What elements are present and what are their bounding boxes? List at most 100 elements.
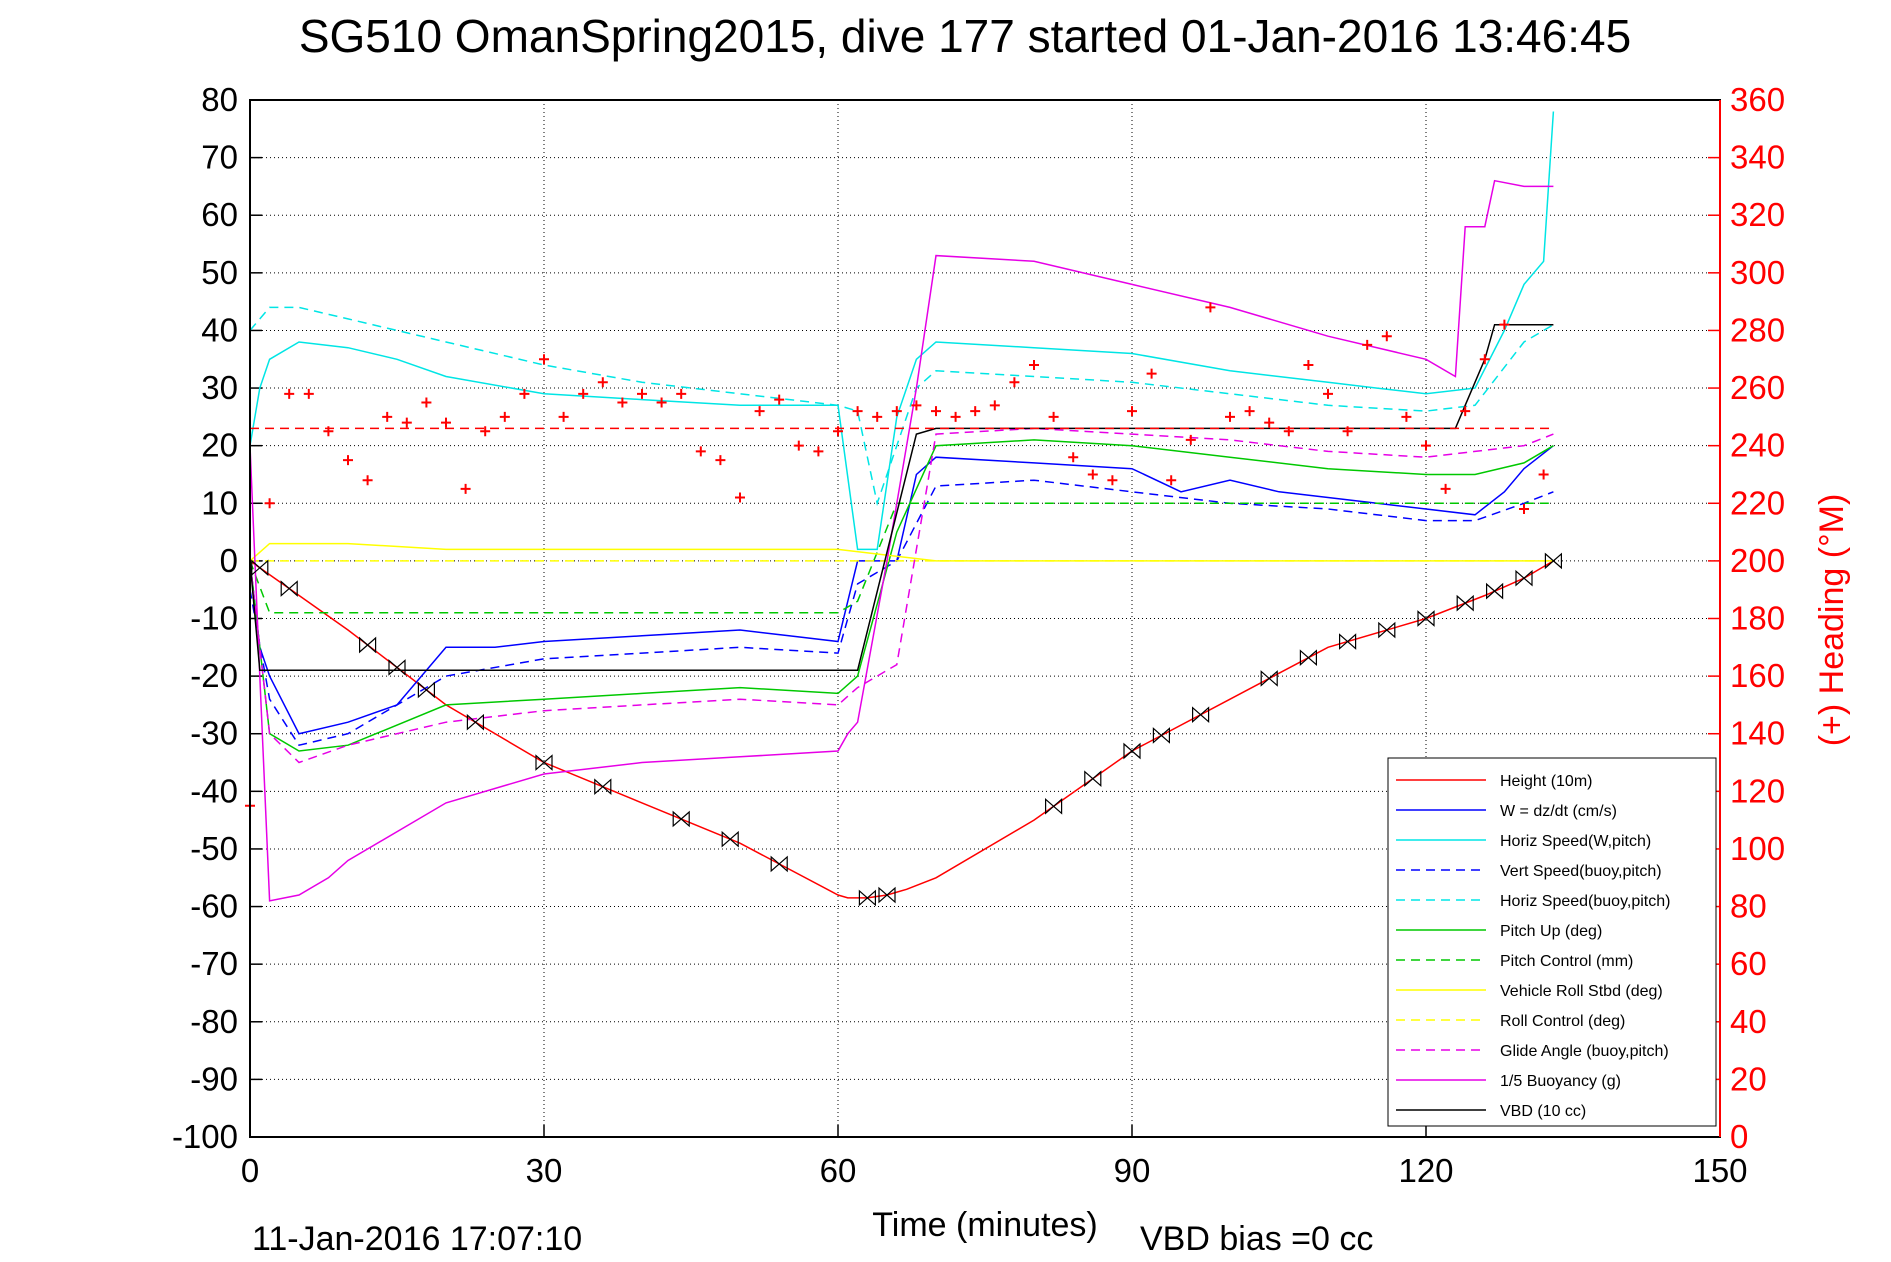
series-line-4 xyxy=(249,306,1554,507)
heading-marker xyxy=(382,411,393,422)
depth-marker xyxy=(878,886,896,904)
y-tick-label: 30 xyxy=(201,369,238,406)
heading-marker xyxy=(872,411,883,422)
y-tick-label: -20 xyxy=(190,657,238,694)
heading-marker xyxy=(1479,354,1490,365)
legend-box xyxy=(1387,757,1717,1127)
legend-label: Horiz Speed(buoy,pitch) xyxy=(1500,893,1670,910)
depth-marker xyxy=(251,559,269,577)
series-markers xyxy=(245,302,1562,907)
heading-marker xyxy=(676,388,687,399)
legend: Height (10m) W = dz/dt (cm/s) Horiz Speed(… xyxy=(1387,757,1717,1127)
x-axis-label: Time (minutes) xyxy=(872,1206,1097,1244)
heading-marker xyxy=(1499,319,1510,330)
heading-marker xyxy=(1068,452,1079,463)
depth-marker xyxy=(1152,727,1170,744)
depth-marker xyxy=(1084,770,1102,787)
x-tick-label: 150 xyxy=(1692,1152,1747,1189)
heading-marker xyxy=(1225,411,1235,422)
heading-marker xyxy=(1087,469,1098,480)
y-tick-label: 40 xyxy=(201,311,238,348)
heading-marker xyxy=(460,483,471,494)
depth-marker xyxy=(1045,797,1063,815)
y2-tick-label: 20 xyxy=(1730,1060,1767,1097)
y2-tick-label: 220 xyxy=(1730,484,1785,521)
right-axis-label: (+) Heading (°M) xyxy=(1813,494,1851,747)
heading-marker xyxy=(950,411,961,422)
depth-marker xyxy=(535,754,553,771)
heading-marker xyxy=(1401,411,1412,422)
depth-marker xyxy=(1123,742,1141,760)
x-tick-label: 60 xyxy=(820,1152,857,1189)
y2-tick-label: 100 xyxy=(1730,830,1785,867)
y2-tick-label: 140 xyxy=(1730,715,1785,752)
heading-marker xyxy=(774,394,785,405)
heading-marker xyxy=(931,406,941,417)
heading-marker xyxy=(695,446,706,457)
heading-marker xyxy=(539,354,549,365)
depth-marker xyxy=(466,713,484,731)
heading-marker xyxy=(715,455,726,466)
left-axis: 80 70 60 50 40 30 20 10 0 -10 -20 -30 -40 -50 -60 -70 -8… xyxy=(172,81,238,1155)
y-tick-label: 10 xyxy=(201,484,238,521)
heading-marker xyxy=(499,411,510,422)
y2-tick-label: 360 xyxy=(1730,81,1785,118)
heading-marker xyxy=(1029,360,1039,371)
heading-marker xyxy=(637,388,647,399)
heading-marker xyxy=(421,397,432,408)
right-axis: 3603403203002802602402202001801601401201… xyxy=(1730,81,1785,1155)
y-tick-label: -70 xyxy=(190,945,238,982)
heading-marker xyxy=(597,377,608,388)
depth-marker xyxy=(359,636,377,654)
x-tick-label: 120 xyxy=(1398,1152,1453,1189)
heading-marker xyxy=(1185,434,1196,445)
footer-date: 11-Jan-2016 17:07:10 xyxy=(252,1220,582,1258)
depth-marker xyxy=(388,659,406,676)
series-line-10 xyxy=(249,179,1554,902)
heading-marker xyxy=(303,388,314,399)
heading-marker xyxy=(735,492,745,503)
chart-title: SG510 OmanSpring2015, dive 177 started 0… xyxy=(299,10,1631,62)
heading-marker xyxy=(1244,406,1255,417)
y-tick-label: 60 xyxy=(201,196,238,233)
y-tick-label: 20 xyxy=(201,427,238,464)
y2-tick-label: 260 xyxy=(1730,369,1785,406)
heading-marker xyxy=(891,406,902,417)
heading-marker xyxy=(1264,417,1275,428)
x-tick-label: 90 xyxy=(1114,1152,1151,1189)
heading-marker xyxy=(1205,302,1216,313)
series-lines xyxy=(249,111,1555,902)
heading-marker xyxy=(1342,426,1353,437)
depth-marker xyxy=(770,855,788,873)
y-tick-label: -80 xyxy=(190,1003,238,1040)
heading-marker xyxy=(1538,469,1549,480)
y-tick-label: 0 xyxy=(220,542,238,579)
y2-tick-label: 180 xyxy=(1730,600,1785,637)
heading-marker xyxy=(1519,504,1529,515)
legend-label: VBD (10 cc) xyxy=(1500,1103,1586,1120)
y-tick-label: -90 xyxy=(190,1060,238,1097)
legend-label: Pitch Control (mm) xyxy=(1500,953,1633,970)
y2-tick-label: 200 xyxy=(1730,542,1785,579)
legend-label: W = dz/dt (cm/s) xyxy=(1500,803,1617,820)
heading-marker xyxy=(1127,406,1137,417)
heading-marker xyxy=(813,446,824,457)
y-tick-label: -50 xyxy=(190,830,238,867)
y-tick-label: -30 xyxy=(190,715,238,752)
y-tick-label: -10 xyxy=(190,600,238,637)
heading-marker xyxy=(1421,440,1431,451)
footer-vbd-bias: VBD bias =0 cc xyxy=(1140,1220,1373,1258)
x-axis: 0 30 60 90 120 150 xyxy=(241,1152,1748,1189)
legend-label: Glide Angle (buoy,pitch) xyxy=(1500,1043,1669,1060)
heading-marker xyxy=(1166,475,1177,486)
heading-marker xyxy=(793,440,804,451)
depth-marker xyxy=(721,830,739,848)
depth-marker xyxy=(1544,552,1562,570)
depth-marker xyxy=(417,681,435,699)
depth-marker xyxy=(594,778,612,796)
heading-marker xyxy=(1283,426,1294,437)
y2-tick-label: 120 xyxy=(1730,772,1785,809)
heading-marker xyxy=(911,400,922,411)
y2-tick-label: 60 xyxy=(1730,945,1767,982)
